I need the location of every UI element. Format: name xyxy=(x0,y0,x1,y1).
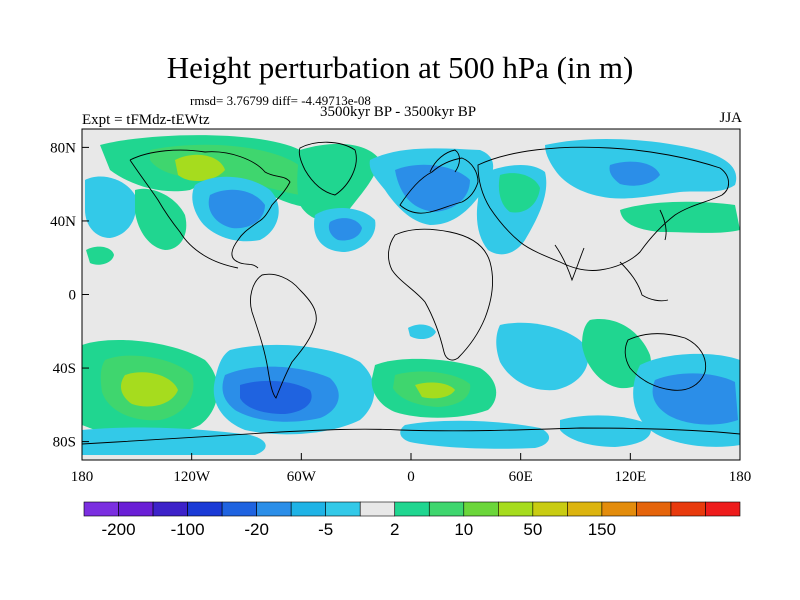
colorbar-swatch xyxy=(463,501,499,517)
colorbar-swatch xyxy=(601,501,637,517)
anomaly-region-neg2 xyxy=(208,189,265,229)
coastline-asia xyxy=(477,146,729,271)
anomaly-region-pos1 xyxy=(498,173,540,213)
anomaly-region-pos3 xyxy=(120,372,178,407)
coastline-japan xyxy=(659,209,667,241)
colorbar-swatch xyxy=(498,501,534,517)
anomaly-region-pos1 xyxy=(297,143,380,221)
colorbar-swatch xyxy=(359,501,396,517)
coastline-india xyxy=(554,244,585,282)
colorbar-swatch xyxy=(290,501,326,517)
colorbar-tick-label: 2 xyxy=(390,520,399,539)
anomaly-region-neg2 xyxy=(609,161,660,186)
colorbar-swatch xyxy=(567,501,603,517)
coastline-australia xyxy=(624,333,707,391)
season-label: JJA xyxy=(719,110,742,126)
lat-tick-label: 80S xyxy=(53,435,76,451)
anomaly-region-neg2 xyxy=(652,373,738,425)
lat-tick-label: 40N xyxy=(50,214,76,230)
anomaly-region-neg2 xyxy=(328,218,362,241)
coastline-greenland xyxy=(298,141,357,196)
anomaly-field xyxy=(82,135,740,455)
anomaly-region-neg2 xyxy=(395,164,470,212)
anomaly-region-neg1 xyxy=(85,176,137,238)
colorbar-swatch xyxy=(670,501,706,517)
colorbar-swatch xyxy=(221,501,257,517)
anomaly-region-neg1 xyxy=(400,420,550,449)
anomaly-region-pos1 xyxy=(135,188,187,250)
lat-tick-label: 40S xyxy=(53,361,76,377)
coastline-antarctica xyxy=(82,427,740,445)
coastline-north-america-west xyxy=(129,159,239,269)
colorbar-swatch xyxy=(256,501,292,517)
anomaly-region-neg1 xyxy=(408,324,436,340)
coastline-south-america xyxy=(250,273,317,399)
colorbar-tick-label: -100 xyxy=(171,520,205,539)
anomaly-region-neg1 xyxy=(496,322,589,391)
colorbar-tick-label: 150 xyxy=(588,520,616,539)
coastline-africa xyxy=(388,228,493,361)
colorbar: -200 -100 -20 -5 2 10 50 150 xyxy=(83,501,741,539)
anomaly-region-pos3 xyxy=(175,154,225,182)
lon-tick-label: 120W xyxy=(173,469,211,485)
coastline-europe xyxy=(399,157,479,214)
lon-tick-label: 60E xyxy=(509,469,533,485)
colorbar-tick-label: -20 xyxy=(244,520,269,539)
lon-tick-label: 60W xyxy=(287,469,317,485)
colorbar-tick-label: -200 xyxy=(102,520,136,539)
anomaly-region-pos1 xyxy=(620,201,740,233)
period-label: 3500kyr BP - 3500kyr BP xyxy=(320,104,477,120)
colorbar-swatch xyxy=(394,501,430,517)
colorbar-tick-label: 10 xyxy=(454,520,473,539)
coastline-southeast-asia xyxy=(619,261,669,302)
map-title: Height perturbation at 500 hPa (in m) xyxy=(166,50,634,85)
anomaly-region-pos3 xyxy=(415,382,455,399)
colorbar-swatch xyxy=(428,501,465,517)
stats-line: rmsd= 3.76799 diff= -4.49713e-08 xyxy=(190,93,371,108)
lon-tick-label: 180 xyxy=(71,469,94,485)
coastlines xyxy=(82,141,740,445)
colorbar-swatch xyxy=(705,501,741,517)
anomaly-region-pos1 xyxy=(582,319,651,389)
anomaly-region-pos1 xyxy=(86,246,114,265)
colorbar-swatch xyxy=(636,501,672,517)
colorbar-swatch xyxy=(152,501,188,517)
anomaly-region-neg1 xyxy=(82,427,266,455)
lon-tick-label: 0 xyxy=(407,469,415,485)
colorbar-tick-label: -5 xyxy=(318,520,333,539)
map-axes: 180 120W 60W 0 60E 120E 180 80N 40N 0 40S 80S xyxy=(50,140,751,485)
colorbar-swatch xyxy=(532,501,568,517)
colorbar-swatch xyxy=(325,501,361,517)
lon-tick-label: 180 xyxy=(729,469,752,485)
colorbar-swatch xyxy=(187,501,223,517)
lat-tick-label: 0 xyxy=(69,288,77,304)
colorbar-swatch xyxy=(83,501,119,517)
lon-tick-label: 120E xyxy=(614,469,646,485)
coastline-scandinavia xyxy=(429,149,460,173)
colorbar-tick-label: 50 xyxy=(523,520,542,539)
coastline-north-america xyxy=(129,149,291,269)
anomaly-region-neg1 xyxy=(560,415,651,447)
colorbar-swatch xyxy=(118,501,154,517)
lat-tick-label: 80N xyxy=(50,140,76,156)
experiment-label: Expt = tFMdz-tEWtz xyxy=(82,112,210,128)
